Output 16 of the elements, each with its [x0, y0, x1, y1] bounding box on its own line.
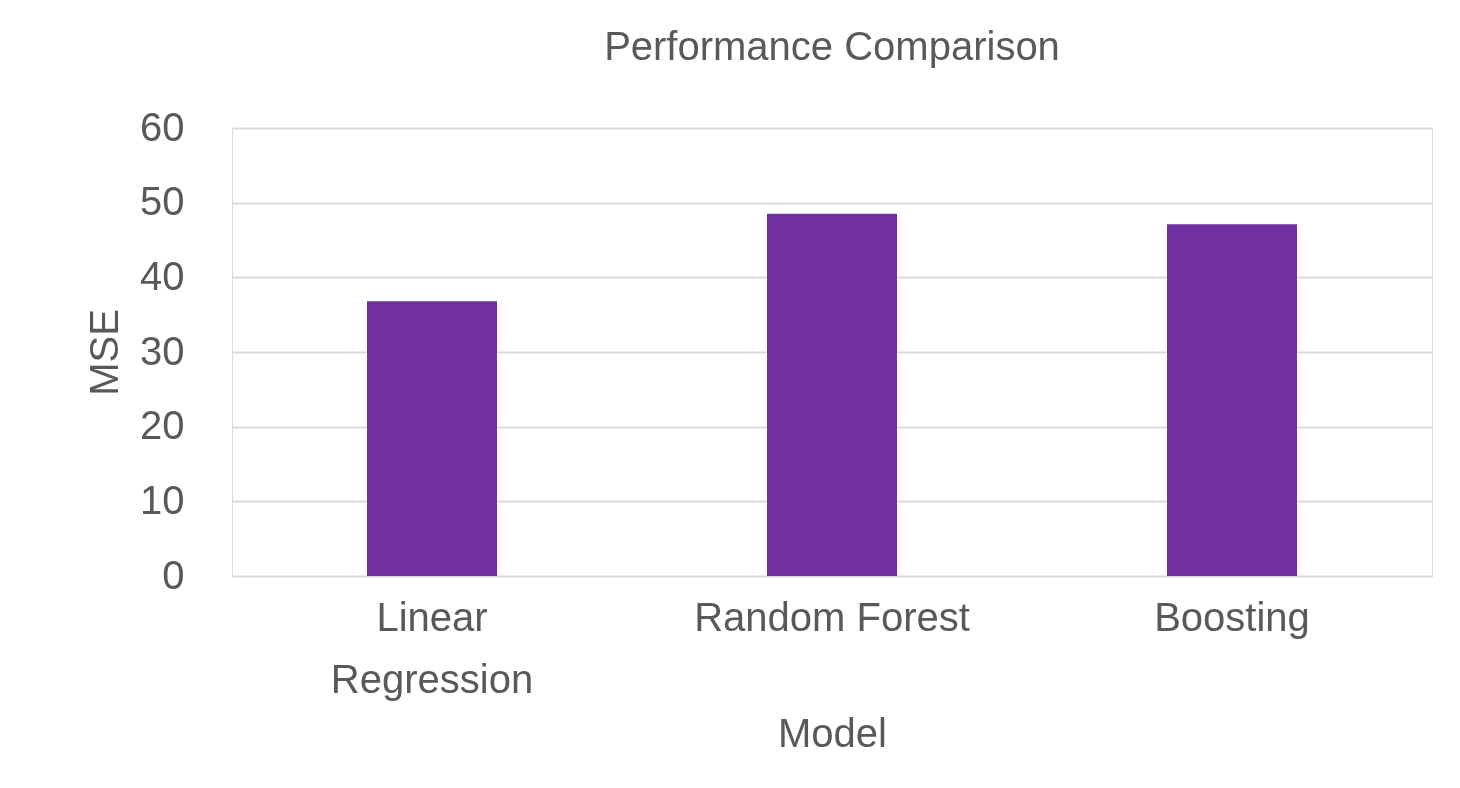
bar: [1167, 224, 1297, 576]
x-tick-label: Linear Regression: [330, 594, 534, 701]
bar: [367, 301, 497, 576]
y-tick-label: 50: [140, 179, 185, 224]
y-tick-label: 60: [140, 104, 185, 149]
x-tick-label: Boosting: [1154, 594, 1310, 639]
y-axis-title: MSE: [82, 309, 127, 396]
x-axis-title: Model: [778, 710, 887, 755]
bar: [767, 213, 897, 576]
y-tick-label: 0: [162, 552, 185, 597]
y-tick-label: 10: [140, 477, 185, 522]
y-tick-label: 30: [140, 328, 185, 373]
y-tick-label: 20: [140, 403, 185, 448]
chart-title: Performance Comparison: [604, 24, 1060, 68]
x-tick-label: Random Forest: [694, 594, 970, 639]
y-tick-label: 40: [140, 253, 185, 298]
